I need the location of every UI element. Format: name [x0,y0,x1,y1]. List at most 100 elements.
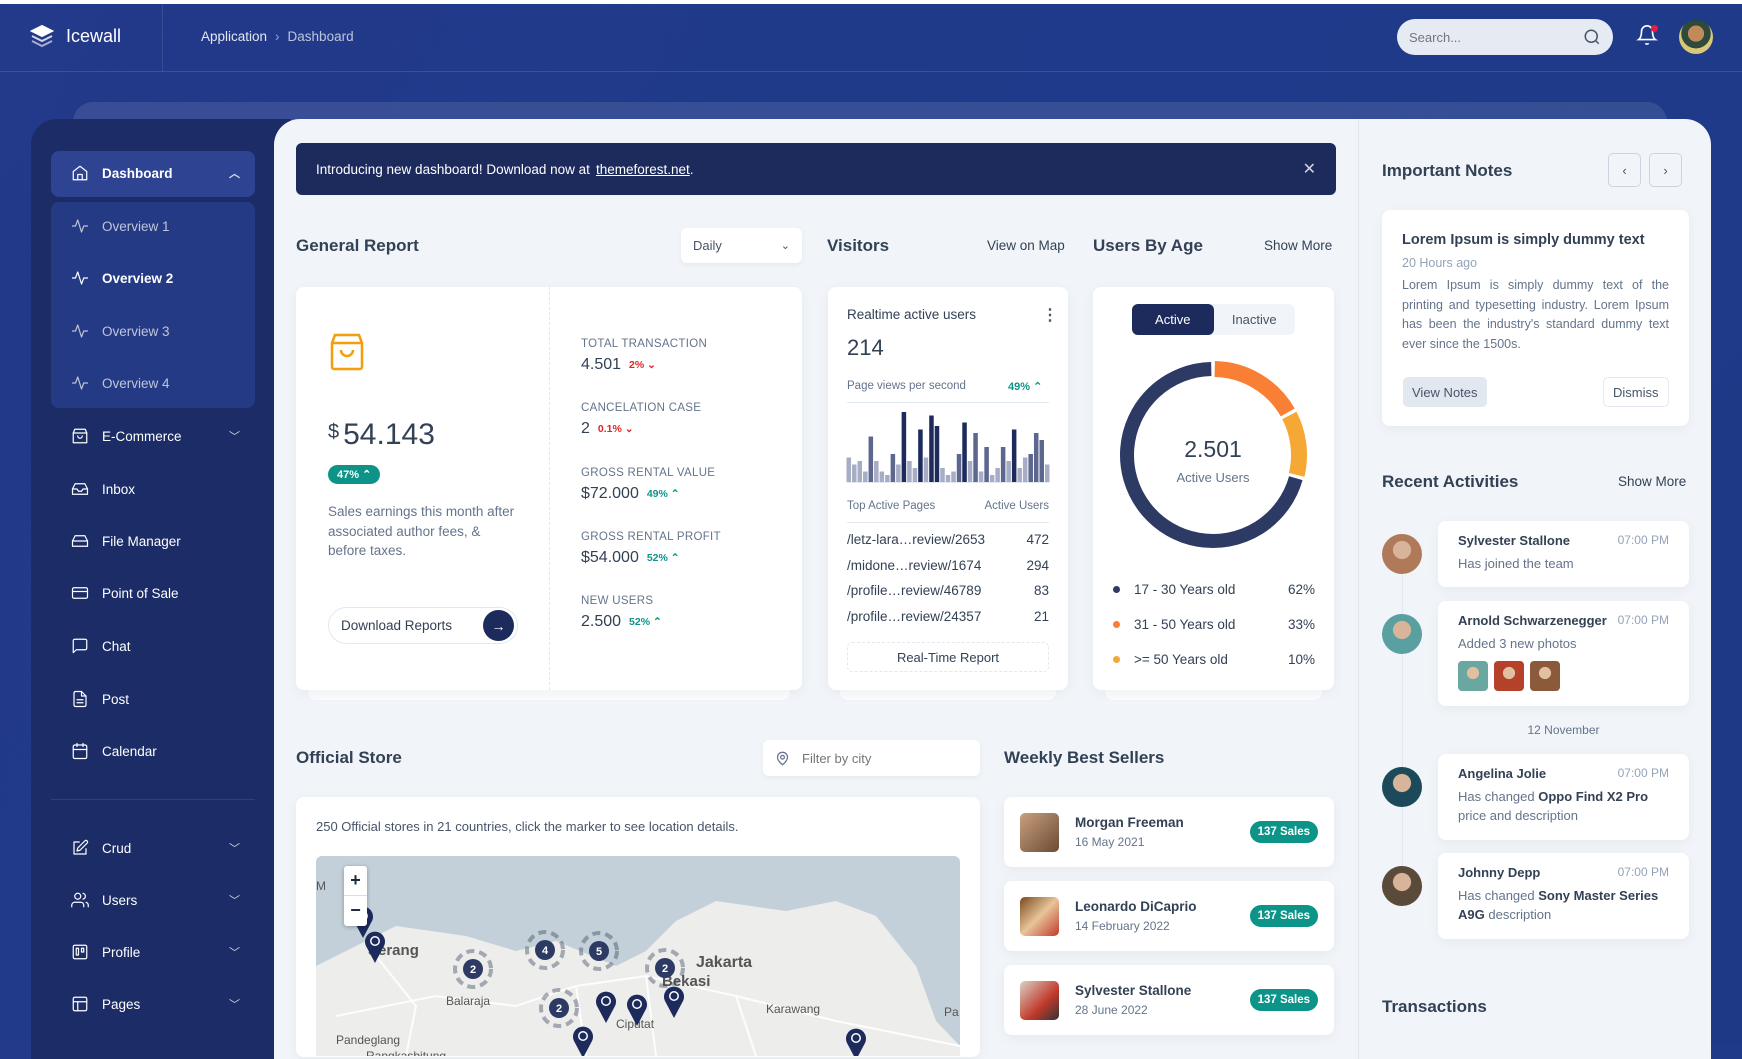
sidebar-item-post[interactable]: Post [70,687,240,711]
view-on-map-link[interactable]: View on Map [987,238,1065,253]
activity-text: description [1488,907,1552,922]
tab-active[interactable]: Active [1132,304,1214,335]
bar [984,447,989,482]
map-city-label: Rangkasbitung [366,1049,446,1056]
store-map[interactable]: SerangBalarajaJakartaBekasiKarawangPande… [316,856,960,1056]
sidebar-item-overview-3[interactable]: Overview 3 [70,319,240,343]
sidebar-item-point-of-sale[interactable]: Point of Sale [70,581,240,605]
sidebar-item-calendar[interactable]: Calendar [70,739,240,763]
sidebar-item-label: E-Commerce [102,428,182,444]
filter-city-input[interactable] [802,750,962,766]
header-divider [0,71,1742,72]
logo[interactable]: Icewall [30,24,121,48]
sidebar-item-pages[interactable]: Pages ﹀ [70,992,240,1016]
bar [945,475,951,482]
activity-photo[interactable] [1494,661,1524,691]
page-users: 83 [1033,583,1049,599]
show-more-activities-link[interactable]: Show More [1618,474,1687,489]
chevron-up-icon: ⌃ [670,551,680,564]
map-city-label: Jakarta [696,954,752,971]
sidebar-item-e-commerce[interactable]: E-Commerce ﹀ [70,424,240,448]
activity-photo[interactable] [1530,661,1560,691]
real-time-report-button[interactable]: Real-Time Report [847,642,1049,672]
sidebar-item-overview-1[interactable]: Overview 1 [70,214,240,238]
banner-link[interactable]: themeforest.net [595,161,690,177]
activity-item: Johnny Depp 07:00 PM Has changed Sony Mast… [1438,853,1689,939]
download-reports-button[interactable]: Download Reports → [328,607,518,644]
sales-description: Sales earnings this month after associat… [328,504,515,558]
file-text-icon [70,689,90,709]
donut-total: 2.501 [1184,436,1242,462]
best-seller-item[interactable]: Morgan Freeman 16 May 2021 137 Sales [1004,797,1334,867]
tab-inactive[interactable]: Inactive [1231,312,1277,327]
legend-dot [1113,586,1120,593]
sidebar-item-overview-4[interactable]: Overview 4 [70,371,240,395]
sidebar-item-chat[interactable]: Chat [70,634,240,658]
activity-photo[interactable] [1458,661,1488,691]
best-seller-item[interactable]: Leonardo DiCaprio 14 February 2022 137 Sal… [1004,881,1334,951]
activity-avatar[interactable] [1382,614,1422,654]
page-views-label: Page views per second [847,380,966,392]
map-cluster-marker[interactable]: 2 [453,949,493,989]
page-path[interactable]: /profile…review/24357 [847,608,982,624]
stat-change: 52% ⌃ [647,552,680,564]
stat-value: 2 [581,420,590,438]
close-icon[interactable]: ✕ [1302,161,1316,178]
map-cluster-marker[interactable]: 5 [579,931,619,971]
show-more-link[interactable]: Show More [1264,238,1333,253]
filter-city[interactable] [763,740,980,776]
map-cluster-marker[interactable]: 4 [525,930,565,970]
chevron-right-icon: › [275,29,280,44]
divider [847,402,1049,403]
page-path[interactable]: /letz-lara…review/2653 [847,532,986,548]
map-pin-marker[interactable] [627,994,647,1026]
donut-label: Active Users [1176,470,1250,485]
user-avatar[interactable] [1679,20,1713,54]
search-input[interactable] [1409,29,1559,45]
sidebar-item-overview-2[interactable]: Overview 2 [70,266,240,290]
sidebar-item-dashboard[interactable]: Dashboard ︿ [70,161,240,185]
activity-avatar[interactable] [1382,866,1422,906]
map-cluster-marker[interactable]: 2 [539,988,579,1028]
breadcrumb-item[interactable]: Application [201,29,268,44]
bar [863,471,868,482]
sidebar-item-label: Post [102,691,130,707]
stat-label: NEW USERS [581,595,654,608]
page-path[interactable]: /midone…review/1674 [847,557,982,573]
activity-item: Arnold Schwarzenegger 07:00 PM Added 3 new… [1438,601,1689,706]
sidebar-item-file-manager[interactable]: File Manager [70,529,240,553]
best-seller-item[interactable]: Sylvester Stallone 28 June 2022 137 Sales [1004,965,1334,1035]
map-pin-marker[interactable] [596,991,616,1023]
age-pct: 33% [1287,617,1315,632]
map-pin-marker[interactable] [365,931,385,963]
sidebar-item-label: Overview 3 [102,323,170,339]
dismiss-button[interactable]: Dismiss [1603,377,1669,407]
bell-icon[interactable] [1636,24,1658,46]
zoom-out-button[interactable]: − [350,900,361,920]
map-pin-marker[interactable] [664,986,684,1018]
search-box[interactable] [1397,19,1613,55]
period-select[interactable]: Daily ⌄ [681,228,802,263]
activity-avatar[interactable] [1382,767,1422,807]
sidebar-item-crud[interactable]: Crud ﹀ [70,836,240,860]
activity-avatar[interactable] [1382,534,1422,574]
view-notes-button[interactable]: View Notes [1403,377,1487,407]
divider [847,482,1049,483]
map-pin-marker[interactable] [573,1026,593,1056]
sidebar-item-users[interactable]: Users ﹀ [70,888,240,912]
home-icon [70,163,90,183]
card-stack [1105,688,1322,700]
more-vertical-icon[interactable]: ⋮ [1042,307,1058,324]
search-icon[interactable] [1583,28,1601,46]
next-note-button[interactable]: › [1649,153,1682,187]
map-cluster-marker[interactable]: 2 [645,948,685,988]
date-divider: 12 November [1527,723,1600,737]
activity-icon [70,216,90,236]
prev-note-button[interactable]: ‹ [1608,153,1641,187]
donut-segment [1214,361,1295,417]
zoom-in-button[interactable]: + [344,866,367,896]
breadcrumb-item[interactable]: Dashboard [287,29,354,44]
sidebar-item-profile[interactable]: Profile ﹀ [70,940,240,964]
page-path[interactable]: /profile…review/46789 [847,583,982,599]
sidebar-item-inbox[interactable]: Inbox [70,477,240,501]
